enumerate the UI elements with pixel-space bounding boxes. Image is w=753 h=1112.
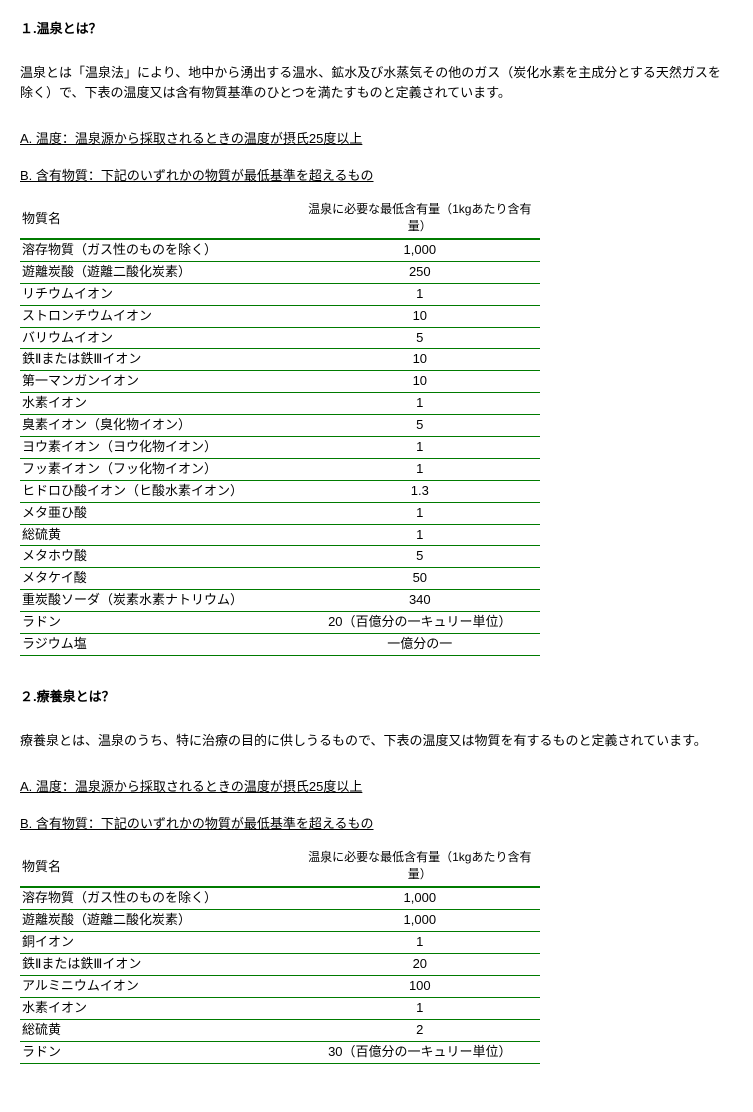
substance-name-cell: 銅イオン [20, 932, 300, 954]
table-row: 遊離炭酸（遊離二酸化炭素）250 [20, 261, 540, 283]
substance-value-cell: 100 [300, 975, 540, 997]
substance-name-cell: 臭素イオン（臭化物イオン） [20, 415, 300, 437]
substance-name-cell: 総硫黄 [20, 1019, 300, 1041]
substance-value-cell: 10 [300, 349, 540, 371]
table-row: ヨウ素イオン（ヨウ化物イオン）1 [20, 437, 540, 459]
section1-heading: １.温泉とは？ [20, 18, 733, 37]
table-row: バリウムイオン5 [20, 327, 540, 349]
table-row: ラドン30（百億分の一キュリー単位） [20, 1041, 540, 1063]
section2-th-value: 温泉に必要な最低含有量（1kgあたり含有量） [300, 842, 540, 887]
table-row: 溶存物質（ガス性のものを除く）1,000 [20, 887, 540, 909]
table-row: 総硫黄2 [20, 1019, 540, 1041]
substance-value-cell: 250 [300, 261, 540, 283]
substance-name-cell: 鉄Ⅱまたは鉄Ⅲイオン [20, 349, 300, 371]
substance-value-cell: 20 [300, 954, 540, 976]
substance-value-cell: 1 [300, 393, 540, 415]
substance-value-cell: 1 [300, 437, 540, 459]
substance-value-cell: 1 [300, 283, 540, 305]
substance-name-cell: ラドン [20, 1041, 300, 1063]
substance-name-cell: メタケイ酸 [20, 568, 300, 590]
substance-name-cell: メタ亜ひ酸 [20, 502, 300, 524]
substance-value-cell: 50 [300, 568, 540, 590]
table-row: 水素イオン1 [20, 997, 540, 1019]
substance-name-cell: バリウムイオン [20, 327, 300, 349]
substance-value-cell: 1,000 [300, 887, 540, 909]
table-row: ラジウム塩一億分の一 [20, 634, 540, 656]
table-row: アルミニウムイオン100 [20, 975, 540, 997]
substance-value-cell: 1.3 [300, 480, 540, 502]
table-row: 総硫黄1 [20, 524, 540, 546]
substance-name-cell: 重炭酸ソーダ（炭素水素ナトリウム） [20, 590, 300, 612]
table-row: メタケイ酸50 [20, 568, 540, 590]
table-row: 水素イオン1 [20, 393, 540, 415]
table-row: リチウムイオン1 [20, 283, 540, 305]
table-row: 遊離炭酸（遊離二酸化炭素）1,000 [20, 910, 540, 932]
substance-value-cell: 1,000 [300, 910, 540, 932]
substance-name-cell: ラジウム塩 [20, 634, 300, 656]
table-row: ヒドロひ酸イオン（ヒ酸水素イオン）1.3 [20, 480, 540, 502]
substance-value-cell: 20（百億分の一キュリー単位） [300, 612, 540, 634]
substance-value-cell: 10 [300, 305, 540, 327]
table-row: 臭素イオン（臭化物イオン）5 [20, 415, 540, 437]
table-row: ストロンチウムイオン10 [20, 305, 540, 327]
substance-value-cell: 1 [300, 458, 540, 480]
substance-name-cell: ヒドロひ酸イオン（ヒ酸水素イオン） [20, 480, 300, 502]
substance-name-cell: 鉄Ⅱまたは鉄Ⅲイオン [20, 954, 300, 976]
table-row: メタ亜ひ酸1 [20, 502, 540, 524]
substance-name-cell: 遊離炭酸（遊離二酸化炭素） [20, 261, 300, 283]
section1-subheading-a: A. 温度：温泉源から採取されるときの温度が摂氏25度以上 [20, 128, 540, 147]
table-row: 鉄Ⅱまたは鉄Ⅲイオン20 [20, 954, 540, 976]
substance-name-cell: 水素イオン [20, 997, 300, 1019]
table-row: 第一マンガンイオン10 [20, 371, 540, 393]
substance-value-cell: 1 [300, 502, 540, 524]
section2-subheading-a: A. 温度：温泉源から採取されるときの温度が摂氏25度以上 [20, 776, 540, 795]
substance-name-cell: リチウムイオン [20, 283, 300, 305]
table-row: 重炭酸ソーダ（炭素水素ナトリウム）340 [20, 590, 540, 612]
substance-value-cell: 1 [300, 932, 540, 954]
section1-th-name: 物質名 [20, 194, 300, 239]
section2-paragraph: 療養泉とは、温泉のうち、特に治療の目的に供しうるもので、下表の温度又は物質を有す… [20, 731, 733, 751]
substance-name-cell: ラドン [20, 612, 300, 634]
substance-name-cell: 遊離炭酸（遊離二酸化炭素） [20, 910, 300, 932]
table-row: フッ素イオン（フッ化物イオン）1 [20, 458, 540, 480]
substance-value-cell: 1,000 [300, 239, 540, 261]
substance-name-cell: 水素イオン [20, 393, 300, 415]
section2-heading: ２.療養泉とは？ [20, 686, 733, 705]
substance-value-cell: 1 [300, 997, 540, 1019]
section1-th-value: 温泉に必要な最低含有量（1kgあたり含有量） [300, 194, 540, 239]
substance-name-cell: 溶存物質（ガス性のものを除く） [20, 887, 300, 909]
substance-value-cell: 340 [300, 590, 540, 612]
table-row: 鉄Ⅱまたは鉄Ⅲイオン10 [20, 349, 540, 371]
table-row: 溶存物質（ガス性のものを除く）1,000 [20, 239, 540, 261]
substance-name-cell: 溶存物質（ガス性のものを除く） [20, 239, 300, 261]
section1-paragraph: 温泉とは「温泉法」により、地中から湧出する温水、鉱水及び水蒸気その他のガス（炭化… [20, 63, 733, 102]
section1-table: 物質名 温泉に必要な最低含有量（1kgあたり含有量） 溶存物質（ガス性のものを除… [20, 194, 540, 656]
section2-table: 物質名 温泉に必要な最低含有量（1kgあたり含有量） 溶存物質（ガス性のものを除… [20, 842, 540, 1063]
section1-subheading-b: B. 含有物質：下記のいずれかの物質が最低基準を超えるもの [20, 165, 540, 184]
table-row: メタホウ酸5 [20, 546, 540, 568]
substance-value-cell: 2 [300, 1019, 540, 1041]
substance-name-cell: ストロンチウムイオン [20, 305, 300, 327]
substance-value-cell: 10 [300, 371, 540, 393]
substance-name-cell: メタホウ酸 [20, 546, 300, 568]
substance-name-cell: ヨウ素イオン（ヨウ化物イオン） [20, 437, 300, 459]
table-row: 銅イオン1 [20, 932, 540, 954]
substance-name-cell: フッ素イオン（フッ化物イオン） [20, 458, 300, 480]
substance-value-cell: 5 [300, 546, 540, 568]
substance-name-cell: 第一マンガンイオン [20, 371, 300, 393]
substance-value-cell: 5 [300, 415, 540, 437]
section2-subheading-b: B. 含有物質：下記のいずれかの物質が最低基準を超えるもの [20, 813, 540, 832]
table-row: ラドン20（百億分の一キュリー単位） [20, 612, 540, 634]
substance-value-cell: 一億分の一 [300, 634, 540, 656]
substance-name-cell: 総硫黄 [20, 524, 300, 546]
substance-name-cell: アルミニウムイオン [20, 975, 300, 997]
substance-value-cell: 30（百億分の一キュリー単位） [300, 1041, 540, 1063]
substance-value-cell: 5 [300, 327, 540, 349]
section2-th-name: 物質名 [20, 842, 300, 887]
substance-value-cell: 1 [300, 524, 540, 546]
